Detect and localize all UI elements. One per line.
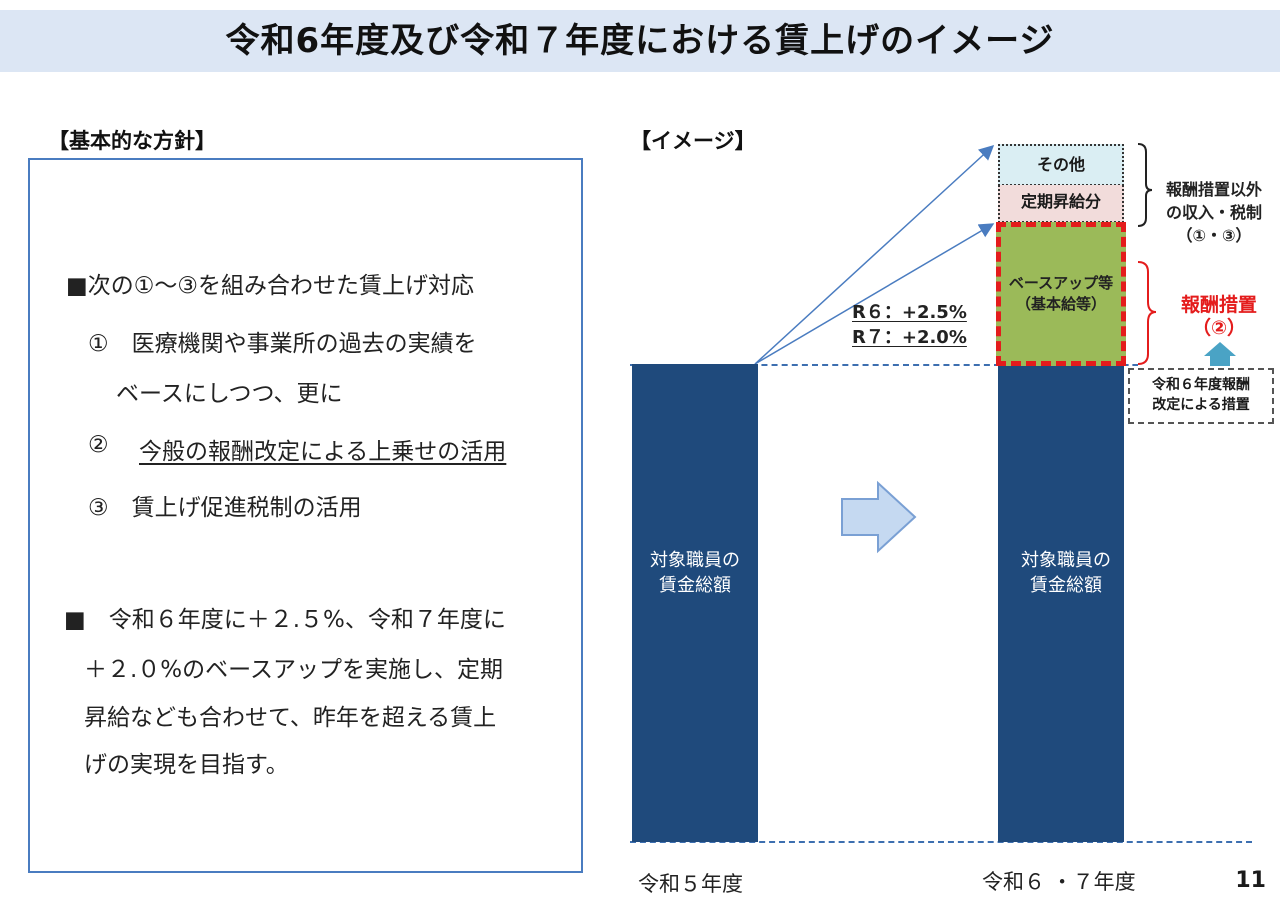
bracket-black [1137, 143, 1153, 227]
policy-item-2-text: 今般の報酬改定による上乗せの活用 [139, 439, 507, 465]
baseline-bottom [630, 841, 1252, 843]
page-number: 11 [1235, 868, 1266, 893]
arrow-to-top [754, 144, 995, 365]
page-title: 令和6年度及び令和７年度における賃上げのイメージ [225, 21, 1055, 61]
policy-box [28, 158, 583, 873]
baseline-top-right [1123, 364, 1138, 366]
bracket-red [1137, 261, 1157, 365]
x-label-fy6-7: 令和６ ・７年度 [982, 870, 1136, 894]
policy-bullet-2-line-2: ＋２.０%のベースアップを実施し、定期 [84, 657, 504, 683]
arrow-to-base-up [754, 223, 995, 365]
policy-item-1-line-1: ① 医療機関や事業所の過去の実績を [88, 331, 477, 357]
rate-r7: R７：+2.0% [852, 327, 967, 348]
bar-fy6-7 [998, 364, 1124, 842]
bar-fy5-label: 対象職員の 賃金総額 [650, 550, 740, 596]
title-bar [0, 10, 1280, 72]
segment-base-up: ベースアップ等 （基本給等） [996, 222, 1126, 366]
policy-bullet-2-line-3: 昇給なども合わせて、昨年を超える賃上 [84, 705, 497, 731]
segment-other: その他 [998, 144, 1124, 186]
policy-bullet-2-line-4: げの実現を目指す。 [84, 752, 289, 778]
policy-bullet-1: ■次の①～③を組み合わせた賃上げ対応 [66, 273, 474, 299]
bar-fy6-7-label: 対象職員の 賃金総額 [1021, 550, 1111, 596]
bar-fy5 [632, 364, 758, 842]
policy-item-2-number: ② [88, 432, 109, 458]
non-reward-label: 報酬措置以外 の収入・税制 （①・③） [1165, 180, 1262, 245]
block-arrow-icon [841, 480, 917, 554]
policy-bullet-2-line-1: ■ 令和６年度に＋２.５%、令和７年度に [64, 607, 506, 633]
segment-periodic-raise: 定期昇給分 [998, 185, 1124, 223]
policy-heading: 【基本的な方針】 [48, 129, 216, 153]
x-label-fy5: 令和５年度 [638, 872, 743, 896]
reward-measure-label: 報酬措置 （②） [1180, 294, 1257, 339]
up-arrow-icon [1204, 342, 1236, 366]
image-heading: 【イメージ】 [630, 129, 756, 153]
note-box: 令和６年度報酬 改定による措置 [1128, 368, 1274, 424]
policy-item-3: ③ 賃上げ促進税制の活用 [88, 495, 362, 521]
rate-r6: R６：+2.5% [852, 302, 967, 323]
baseline-top-left [630, 364, 1000, 366]
policy-item-1-line-2: ベースにしつつ、更に [116, 381, 343, 407]
